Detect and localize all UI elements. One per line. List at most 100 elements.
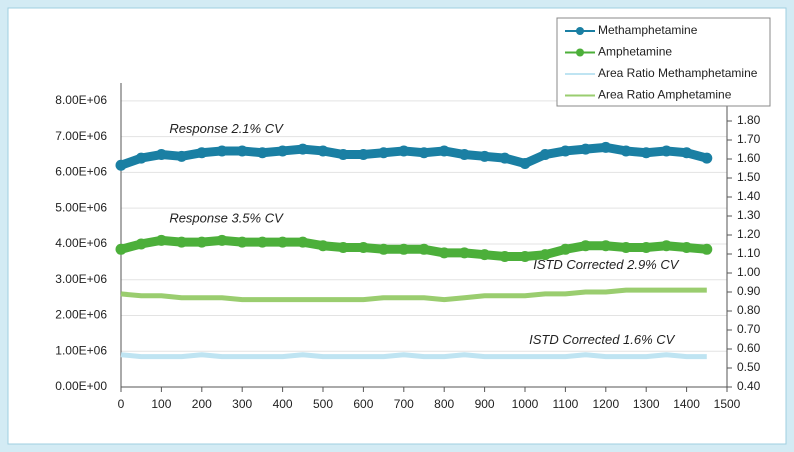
y2-tick-label: 1.80	[737, 113, 761, 127]
annotation: ISTD Corrected 2.9% CV	[533, 257, 680, 272]
y-tick-label: 7.00E+06	[55, 129, 107, 143]
x-tick-label: 100	[151, 397, 171, 411]
point	[600, 141, 612, 153]
point	[640, 147, 652, 159]
annotation: Response 3.5% CV	[169, 210, 284, 225]
legend-marker	[576, 27, 584, 35]
y2-tick-label: 1.10	[737, 246, 761, 260]
y2-tick-label: 0.70	[737, 322, 761, 336]
point	[317, 145, 329, 157]
legend-label: Area Ratio Amphetamine	[598, 88, 732, 102]
point	[337, 149, 349, 161]
x-tick-label: 600	[353, 397, 373, 411]
x-tick-label: 1300	[633, 397, 660, 411]
point	[681, 242, 693, 254]
legend-label: Methamphetamine	[598, 23, 698, 37]
point	[499, 152, 511, 164]
point	[135, 238, 147, 250]
point	[256, 236, 268, 248]
point	[398, 243, 410, 255]
point	[479, 249, 491, 261]
point	[277, 145, 289, 157]
point	[519, 157, 531, 169]
point	[701, 243, 713, 255]
x-tick-label: 1500	[714, 397, 741, 411]
point	[660, 240, 672, 252]
point	[519, 250, 531, 262]
point	[438, 145, 450, 157]
point	[155, 149, 167, 161]
x-tick-label: 900	[475, 397, 495, 411]
x-tick-label: 1000	[512, 397, 539, 411]
point	[559, 243, 571, 255]
point	[378, 243, 390, 255]
annotation: Response 2.1% CV	[169, 121, 284, 136]
y-tick-label: 8.00E+06	[55, 93, 107, 107]
point	[236, 236, 248, 248]
x-tick-label: 300	[232, 397, 252, 411]
y2-tick-label: 1.60	[737, 151, 761, 165]
point	[216, 234, 228, 246]
y2-tick-label: 0.40	[737, 379, 761, 393]
point	[559, 145, 571, 157]
point	[256, 147, 268, 159]
y2-tick-label: 0.60	[737, 341, 761, 355]
x-tick-label: 1200	[592, 397, 619, 411]
point	[297, 236, 309, 248]
x-tick-label: 1100	[552, 397, 578, 411]
x-tick-label: 400	[273, 397, 293, 411]
y-tick-label: 2.00E+06	[55, 308, 107, 322]
point	[297, 143, 309, 155]
point	[155, 234, 167, 246]
y2-tick-label: 1.30	[737, 208, 761, 222]
point	[277, 236, 289, 248]
point	[438, 247, 450, 259]
point	[115, 159, 127, 171]
y2-tick-label: 0.50	[737, 360, 761, 374]
x-tick-label: 0	[118, 397, 125, 411]
x-tick-label: 700	[394, 397, 414, 411]
point	[580, 240, 592, 252]
point	[196, 147, 208, 159]
point	[418, 243, 430, 255]
series-line	[120, 287, 707, 303]
point	[539, 249, 551, 261]
y2-tick-label: 1.00	[737, 265, 761, 279]
point	[115, 243, 127, 255]
point	[357, 149, 369, 161]
y2-tick-label: 1.50	[737, 170, 761, 184]
y2-tick-label: 1.20	[737, 227, 761, 241]
point	[418, 147, 430, 159]
point	[236, 145, 248, 157]
legend-label: Amphetamine	[598, 45, 672, 59]
point	[620, 242, 632, 254]
point	[479, 150, 491, 162]
point	[135, 152, 147, 164]
legend-box	[556, 17, 771, 107]
point	[378, 147, 390, 159]
series-line	[120, 352, 707, 360]
point	[317, 240, 329, 252]
point	[357, 242, 369, 254]
y-tick-label: 1.00E+06	[55, 343, 107, 357]
point	[660, 145, 672, 157]
legend-marker	[576, 48, 584, 57]
point	[337, 242, 349, 254]
point	[640, 242, 652, 254]
point	[701, 152, 713, 164]
y-tick-label: 0.00E+00	[55, 379, 107, 393]
y-tick-label: 6.00E+06	[55, 165, 107, 179]
point	[458, 149, 470, 161]
y-tick-label: 4.00E+06	[55, 236, 107, 250]
point	[196, 236, 208, 248]
point	[499, 250, 511, 262]
x-tick-label: 500	[313, 397, 333, 411]
y2-tick-label: 1.70	[737, 132, 761, 146]
y-tick-label: 3.00E+06	[55, 272, 107, 286]
point	[216, 145, 228, 157]
y-tick-label: 5.00E+06	[55, 200, 107, 214]
point	[176, 150, 188, 162]
y2-tick-label: 0.90	[737, 284, 761, 298]
x-tick-label: 1400	[673, 397, 700, 411]
